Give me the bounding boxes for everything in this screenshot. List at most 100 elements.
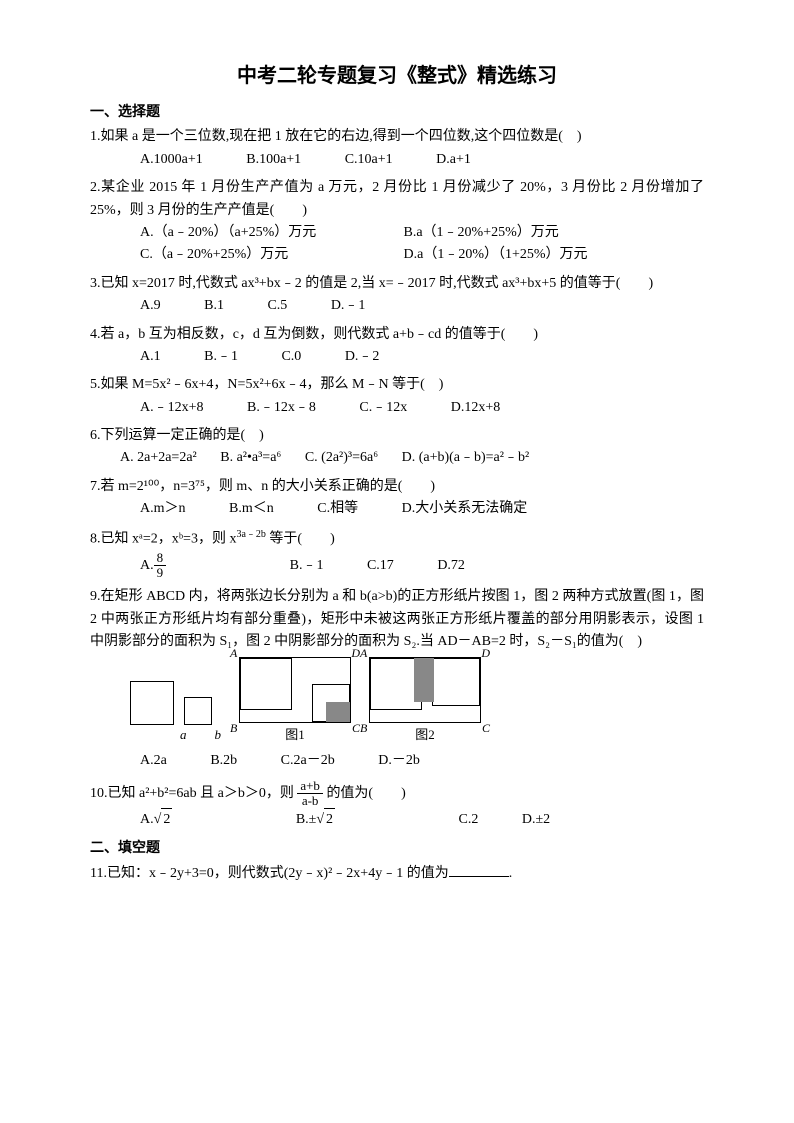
q10-opt-b: B.±2 (296, 808, 415, 831)
question-6: 6.下列运算一定正确的是( ) A. 2a+2a=2a² B. a²•a³=a⁶… (90, 425, 704, 470)
q1-opt-b: B.100a+1 (246, 149, 301, 171)
q1-opt-d: D.a+1 (436, 149, 471, 171)
q1-text: 1.如果 a 是一个三位数,现在把 1 放在它的右边,得到一个四位数,这个四位数… (90, 126, 704, 148)
fig2-d: D (481, 644, 490, 663)
q10-pre: 10.已知 a²+b²=6ab 且 a＞b＞0，则 (90, 786, 294, 801)
q3-opt-c: C.5 (267, 295, 287, 317)
q9-opt-b: B.2b (210, 750, 237, 772)
label-a: a (180, 725, 187, 746)
q9-opt-a: A.2a (140, 750, 167, 772)
q5-text: 5.如果 M=5x²﹣6x+4，N=5x²+6x﹣4，那么 M﹣N 等于( ) (90, 374, 704, 396)
q4-opt-a: A.1 (140, 346, 161, 368)
q8-opt-b: B.﹣1 (290, 555, 324, 577)
q8-opt-d: D.72 (437, 555, 465, 577)
fig2-c: C (482, 719, 490, 738)
q5-opt-b: B.﹣12x﹣8 (247, 397, 316, 419)
q3-options: A.9 B.1 C.5 D.﹣1 (90, 295, 704, 317)
q8-opt-c: C.17 (367, 555, 394, 577)
q8-opt-a: A.89 (140, 551, 246, 581)
label-b: b (215, 725, 222, 746)
q6-opt-c: C. (2a²)³=6a⁶ (305, 447, 378, 469)
q6-opt-d: D. (a+b)(a﹣b)=a²﹣b² (402, 447, 530, 469)
q4-text: 4.若 a，b 互为相反数，c，d 互为倒数，则代数式 a+b﹣cd 的值等于(… (90, 324, 704, 346)
q2-text: 2.某企业 2015 年 1 月份生产产值为 a 万元，2 月份比 1 月份减少… (90, 177, 704, 222)
q10-text: 10.已知 a²+b²=6ab 且 a＞b＞0，则 a+ba-b 的值为( ) (90, 779, 704, 809)
q1-opt-a: A.1000a+1 (140, 149, 203, 171)
question-9: 9.在矩形 ABCD 内，将两张边长分别为 a 和 b(a>b)的正方形纸片按图… (90, 586, 704, 772)
fig2-caption: 图2 (369, 725, 481, 746)
q2-opt-a: A.（a﹣20%）（a+25%）万元 (140, 222, 400, 244)
question-8: 8.已知 xᵃ=2，xᵇ=3，则 x3a﹣2b 等于( ) A.89 B.﹣1 … (90, 527, 704, 581)
fig1-b: B (230, 719, 237, 738)
q10-frac: a+ba-b (297, 779, 323, 809)
question-10: 10.已知 a²+b²=6ab 且 a＞b＞0，则 a+ba-b 的值为( ) … (90, 779, 704, 832)
q11-pre: 11.已知：x﹣2y+3=0，则代数式(2y﹣x)²﹣2x+4y﹣1 的值为 (90, 866, 449, 881)
q2-opt-d: D.a（1﹣20%）（1+25%）万元 (404, 244, 664, 266)
fig2-b: B (360, 719, 367, 738)
q4-opt-d: D.﹣2 (345, 346, 380, 368)
square-a (130, 681, 174, 725)
q4-options: A.1 B.﹣1 C.0 D.﹣2 (90, 346, 704, 368)
question-4: 4.若 a，b 互为相反数，c，d 互为倒数，则代数式 a+b﹣cd 的值等于(… (90, 324, 704, 369)
blank-line (449, 862, 509, 877)
q6-options: A. 2a+2a=2a² B. a²•a³=a⁶ C. (2a²)³=6a⁶ D… (90, 447, 704, 469)
q3-text: 3.已知 x=2017 时,代数式 ax³+bx﹣2 的值是 2,当 x=﹣20… (90, 273, 704, 295)
q7-text: 7.若 m=2¹⁰⁰，n=3⁷⁵，则 m、n 的大小关系正确的是( ) (90, 476, 704, 498)
q2-opt-b: B.a（1﹣20%+25%）万元 (404, 222, 664, 244)
q7-options: A.m＞n B.m＜n C.相等 D.大小关系无法确定 (90, 498, 704, 520)
q6-opt-a: A. 2a+2a=2a² (120, 447, 197, 469)
section-2-header: 二、填空题 (90, 838, 704, 860)
q10-opt-a: A.2 (140, 808, 252, 831)
section-1-header: 一、选择题 (90, 102, 704, 124)
q10-opt-d: D.±2 (522, 809, 550, 831)
q7-opt-b: B.m＜n (229, 498, 274, 520)
fig1-caption: 图1 (239, 725, 351, 746)
fig1-wrapper: A D B C 图1 (239, 657, 351, 746)
q6-text: 6.下列运算一定正确的是( ) (90, 425, 704, 447)
figure-1: A D B C (239, 657, 351, 723)
q8-sup: 3a﹣2b (236, 529, 265, 540)
q8-options: A.89 B.﹣1 C.17 D.72 (90, 551, 704, 581)
q9-options: A.2a B.2b C.2a－2b D.－2b (90, 750, 704, 772)
question-2: 2.某企业 2015 年 1 月份生产产值为 a 万元，2 月份比 1 月份减少… (90, 177, 704, 267)
q5-opt-a: A.﹣12x+8 (140, 397, 204, 419)
question-3: 3.已知 x=2017 时,代数式 ax³+bx﹣2 的值是 2,当 x=﹣20… (90, 273, 704, 318)
q10-opt-c: C.2 (459, 809, 479, 831)
q8-pre: 8.已知 xᵃ=2，xᵇ=3，则 x (90, 531, 236, 546)
question-7: 7.若 m=2¹⁰⁰，n=3⁷⁵，则 m、n 的大小关系正确的是( ) A.m＞… (90, 476, 704, 521)
q3-opt-a: A.9 (140, 295, 161, 317)
q7-opt-d: D.大小关系无法确定 (402, 498, 528, 520)
q10-options: A.2 B.±2 C.2 D.±2 (90, 808, 704, 831)
q7-opt-c: C.相等 (317, 498, 358, 520)
fig1-a: A (230, 644, 237, 663)
q2-opt-c: C.（a﹣20%+25%）万元 (140, 244, 400, 266)
fig2-wrapper: A D B C 图2 (369, 657, 481, 746)
q2-options: A.（a﹣20%）（a+25%）万元 B.a（1﹣20%+25%）万元 C.（a… (90, 222, 704, 267)
q1-options: A.1000a+1 B.100a+1 C.10a+1 D.a+1 (90, 149, 704, 171)
q8-post: 等于( ) (266, 531, 335, 546)
q6-opt-b: B. a²•a³=a⁶ (220, 447, 281, 469)
q8-text: 8.已知 xᵃ=2，xᵇ=3，则 x3a﹣2b 等于( ) (90, 527, 704, 551)
question-11: 11.已知：x﹣2y+3=0，则代数式(2y﹣x)²﹣2x+4y﹣1 的值为. (90, 862, 704, 885)
q11-post: . (509, 866, 513, 881)
q4-opt-b: B.﹣1 (204, 346, 238, 368)
q5-options: A.﹣12x+8 B.﹣12x﹣8 C.﹣12x D.12x+8 (90, 397, 704, 419)
q4-opt-c: C.0 (281, 346, 301, 368)
fig1-c: C (352, 719, 360, 738)
fig2-a: A (360, 644, 367, 663)
page-title: 中考二轮专题复习《整式》精选练习 (90, 60, 704, 92)
q5-opt-d: D.12x+8 (451, 397, 501, 419)
q3-opt-d: D.﹣1 (331, 295, 366, 317)
q9-opt-d: D.－2b (378, 750, 420, 772)
q5-opt-c: C.﹣12x (359, 397, 407, 419)
fig1-d: D (351, 644, 360, 663)
fig-squares: a b (130, 681, 221, 746)
figure-2: A D B C (369, 657, 481, 723)
q7-opt-a: A.m＞n (140, 498, 186, 520)
q1-opt-c: C.10a+1 (345, 149, 393, 171)
q3-opt-b: B.1 (204, 295, 224, 317)
fig-labels-ab: a b (130, 725, 221, 746)
q10-post: 的值为( ) (326, 786, 405, 801)
question-5: 5.如果 M=5x²﹣6x+4，N=5x²+6x﹣4，那么 M﹣N 等于( ) … (90, 374, 704, 419)
q9-opt-c: C.2a－2b (281, 750, 335, 772)
